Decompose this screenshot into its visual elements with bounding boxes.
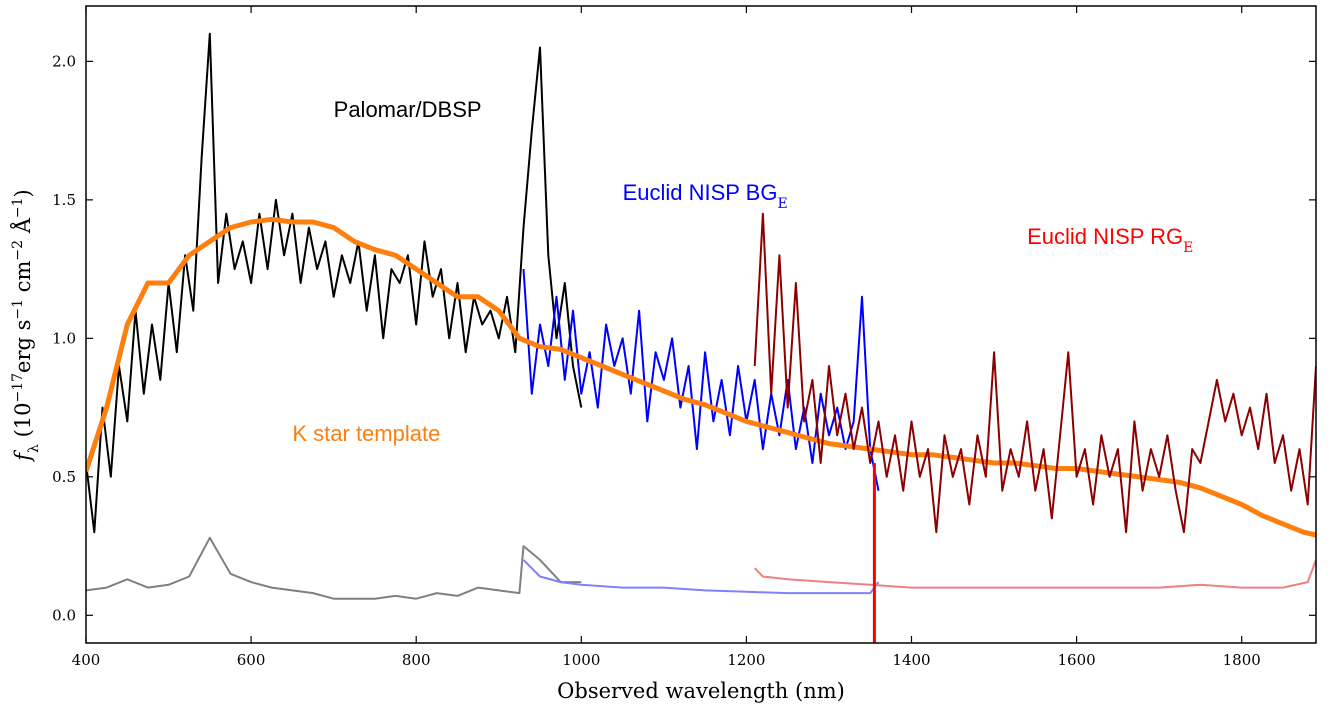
x-tick-label: 1000 bbox=[562, 651, 600, 669]
annotation-text: Euclid NISP BG bbox=[623, 180, 778, 205]
y-tick-label: 0.0 bbox=[52, 606, 76, 624]
y-tick-label: 1.0 bbox=[52, 329, 76, 347]
x-axis-label: Observed wavelength (nm) bbox=[557, 679, 845, 703]
annotation-subscript: E bbox=[777, 196, 787, 212]
x-tick-label: 1400 bbox=[892, 651, 930, 669]
x-tick-label: 400 bbox=[72, 651, 101, 669]
y-tick-label: 2.0 bbox=[52, 52, 76, 70]
annotation-text: K star template bbox=[292, 421, 440, 446]
x-tick-label: 1200 bbox=[727, 651, 765, 669]
spectrum-line bbox=[86, 216, 1316, 538]
annotation: Euclid NISP BGE bbox=[623, 180, 788, 212]
x-tick-label: 600 bbox=[237, 651, 266, 669]
x-tick-label: 1600 bbox=[1058, 651, 1096, 669]
spectrum-line bbox=[522, 559, 880, 595]
annotation: K star template bbox=[292, 421, 440, 446]
x-tick-label: 1800 bbox=[1223, 651, 1261, 669]
y-tick-label: 1.5 bbox=[52, 191, 76, 209]
spectrum-line bbox=[753, 212, 1316, 534]
plot-area bbox=[86, 32, 1316, 643]
annotation: Euclid NISP RGE bbox=[1027, 224, 1193, 256]
annotation-subscript: E bbox=[1183, 240, 1193, 256]
spectrum-line bbox=[86, 536, 582, 600]
annotation-text: Euclid NISP RG bbox=[1027, 224, 1183, 249]
y-axis-label: fλ (10−17erg s−1 cm−2 Å−1) bbox=[10, 189, 42, 463]
annotation-text: Palomar/DBSP bbox=[334, 97, 482, 122]
spectrum-line bbox=[753, 559, 1316, 589]
plot-frame bbox=[85, 5, 1317, 644]
annotation: Palomar/DBSP bbox=[334, 97, 482, 122]
y-tick-label: 0.5 bbox=[52, 468, 76, 486]
spectrum-line bbox=[522, 269, 880, 491]
x-tick-label: 800 bbox=[402, 651, 431, 669]
